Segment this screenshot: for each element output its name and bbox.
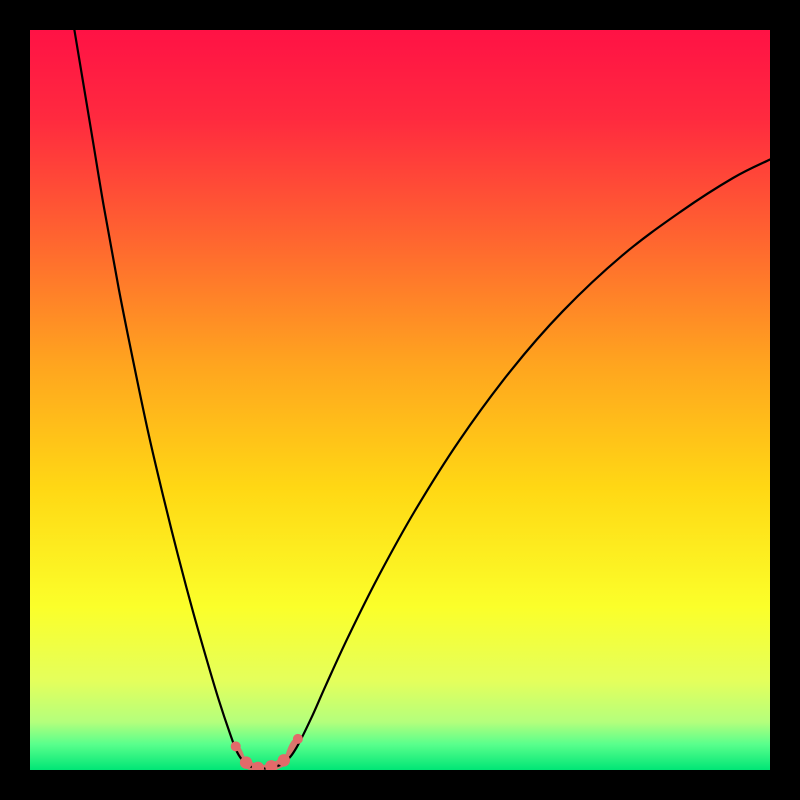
curve-marker [240, 756, 252, 768]
chart-frame: TheBottleneck.com [0, 0, 800, 800]
curve-marker [278, 754, 290, 766]
bottleneck-curve-chart [0, 0, 800, 800]
curve-marker [293, 734, 303, 744]
curve-marker [231, 741, 241, 751]
